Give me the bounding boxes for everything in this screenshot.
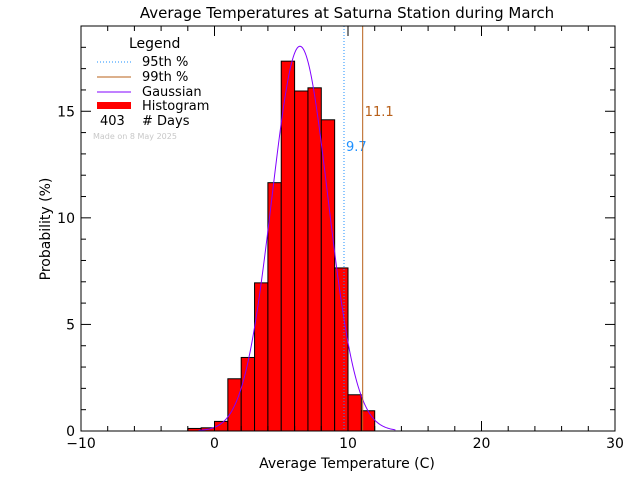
x-tick-label: −10	[66, 436, 96, 452]
histogram-bar	[280, 60, 296, 432]
histogram-bar	[320, 119, 336, 432]
percentile-lines: 9.7 11.1	[343, 26, 394, 431]
x-axis-ticks: −10 0 10 20 30	[66, 26, 624, 452]
histogram-bar	[360, 410, 376, 432]
x-tick-label: 30	[606, 436, 624, 452]
legend-label-99th: 99th %	[142, 70, 188, 85]
x-tick-label: 10	[339, 436, 357, 452]
legend-title: Legend	[129, 36, 180, 52]
x-axis-label: Average Temperature (C)	[259, 456, 435, 472]
histogram-bar	[240, 356, 256, 432]
made-on-note: Made on 8 May 2025	[93, 132, 177, 141]
legend-days-count: 403	[100, 114, 125, 129]
y-tick-label: 5	[66, 317, 75, 333]
histogram-bar	[334, 267, 349, 432]
chart-title: Average Temperatures at Saturna Station …	[140, 4, 554, 22]
histogram-bar	[254, 282, 269, 432]
percentile-label: 9.7	[346, 140, 367, 155]
histogram-bar	[307, 87, 322, 432]
histogram-bars	[187, 60, 376, 432]
y-tick-label: 0	[66, 424, 75, 440]
x-tick-label: 0	[210, 436, 219, 452]
histogram-bar	[294, 90, 309, 432]
legend-label-gaussian: Gaussian	[142, 85, 202, 100]
x-tick-label: 20	[473, 436, 491, 452]
y-axis-label: Probability (%)	[38, 178, 54, 281]
legend-label-histogram: Histogram	[142, 99, 209, 114]
y-tick-label: 10	[57, 211, 75, 227]
y-tick-label: 15	[57, 104, 75, 120]
legend-swatch-histogram	[97, 102, 131, 109]
legend-days-label: # Days	[142, 114, 190, 129]
histogram-bar	[267, 182, 282, 432]
histogram-bar	[347, 394, 362, 432]
y-axis-ticks: 0 5 10 15	[57, 25, 615, 440]
legend: Legend 95th % 99th % Gaussian Histogram …	[93, 36, 209, 141]
percentile-label: 11.1	[365, 105, 394, 120]
legend-label-95th: 95th %	[142, 55, 188, 70]
